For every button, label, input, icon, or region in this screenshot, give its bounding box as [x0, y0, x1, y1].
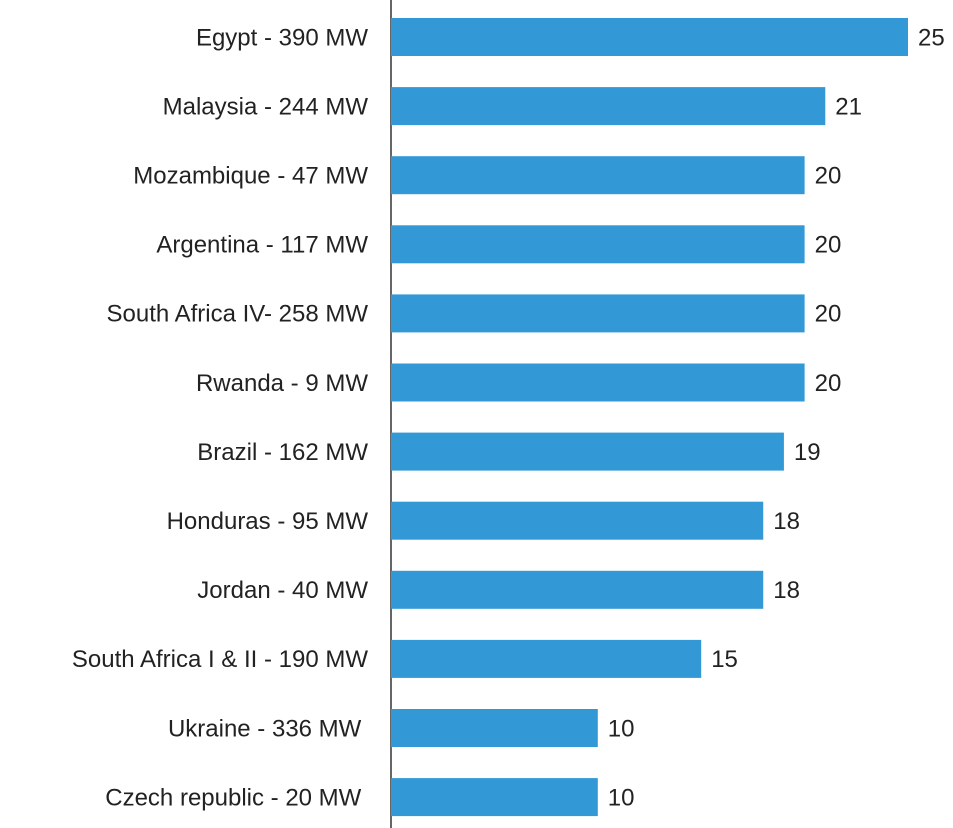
- category-label: Jordan - 40 MW: [197, 577, 368, 604]
- value-label: 20: [815, 301, 842, 328]
- category-label: Brazil - 162 MW: [197, 439, 368, 466]
- bar: [391, 570, 764, 609]
- bar: [391, 709, 598, 747]
- category-label: Ukraine - 336 MW: [168, 715, 368, 742]
- value-label: 20: [815, 163, 842, 190]
- category-label: Mozambique - 47 MW: [133, 163, 368, 190]
- value-label: 10: [608, 784, 635, 811]
- category-label: Egypt - 390 MW: [196, 24, 368, 51]
- bar: [391, 156, 805, 195]
- bar: [391, 363, 805, 402]
- bar: [391, 639, 702, 678]
- value-label: 20: [815, 370, 842, 397]
- category-label: Honduras - 95 MW: [167, 508, 369, 535]
- bar: [391, 501, 764, 540]
- category-label: Rwanda - 9 MW: [196, 370, 368, 397]
- value-label: 19: [794, 439, 821, 466]
- value-label: 18: [773, 508, 800, 535]
- category-label: South Africa IV- 258 MW: [107, 301, 369, 328]
- value-label: 25: [918, 24, 945, 51]
- bar: [391, 18, 908, 56]
- value-label: 10: [608, 715, 635, 742]
- value-label: 15: [711, 646, 738, 673]
- value-label: 20: [815, 232, 842, 259]
- category-label: South Africa I & II - 190 MW: [72, 646, 368, 673]
- bar: [391, 778, 598, 817]
- category-label: Malaysia - 244 MW: [163, 93, 369, 120]
- bar: [391, 225, 805, 264]
- value-label: 21: [835, 93, 862, 120]
- value-label: 18: [773, 577, 800, 604]
- category-label: Argentina - 117 MW: [156, 232, 368, 259]
- category-label: Czech republic - 20 MW: [105, 784, 368, 811]
- bar: [391, 432, 784, 471]
- bar: [391, 294, 805, 333]
- bar: [391, 87, 826, 126]
